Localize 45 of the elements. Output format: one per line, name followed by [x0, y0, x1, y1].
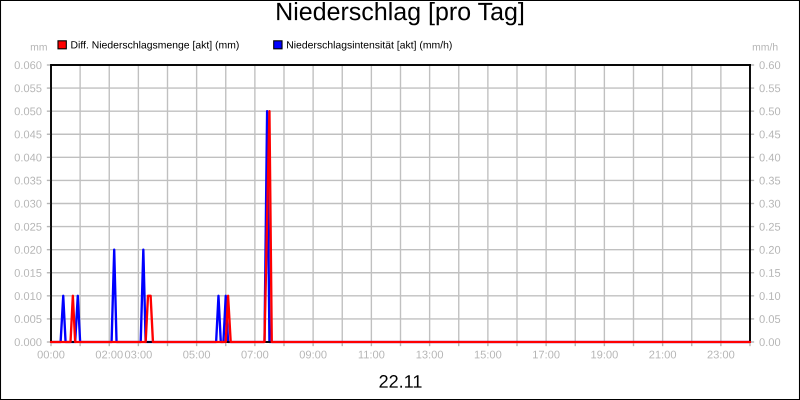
y2-tick-label: 0.50	[759, 107, 780, 116]
y2-tick-label: 0.55	[759, 84, 780, 92]
y-tick-label: 0.050	[14, 107, 42, 116]
y2-tick-label: 0.60	[759, 61, 780, 70]
x-tick-label: 13:00	[416, 350, 444, 358]
x-axis-title: 22.11	[379, 375, 422, 388]
y-tick-label: 0.000	[14, 338, 42, 346]
x-tick-label: 23:00	[708, 350, 734, 358]
y-tick-label: 0.035	[14, 176, 42, 185]
x-tick-label: 19:00	[591, 350, 618, 358]
x-tick-label: 17:00	[533, 350, 560, 358]
y2-tick-label: 0.45	[759, 130, 780, 138]
y2-tick-label: 0.10	[759, 292, 780, 300]
y-tick-label: 0.015	[14, 269, 42, 277]
x-tick-label: 21:00	[649, 350, 676, 358]
y2-tick-label: 0.30	[759, 200, 780, 208]
y-tick-label: 0.010	[14, 292, 42, 300]
x-tick-label: 00:00	[38, 350, 64, 358]
x-tick-label: 07:00	[241, 350, 268, 358]
x-tick-label: 15:00	[474, 350, 502, 358]
y2-tick-label: 0.35	[759, 176, 780, 185]
y-tick-label: 0.005	[14, 315, 42, 324]
y2-tick-label: 0.05	[759, 315, 780, 324]
chart-title: Niederschlag [pro Tag]	[277, 2, 524, 26]
y2-tick-label: 0.25	[759, 222, 780, 231]
x-tick-label: 03:00	[124, 350, 152, 358]
y-tick-label: 0.045	[14, 130, 42, 138]
x-tick-label: 02:00	[96, 350, 123, 358]
legend-label: Diff. Niederschlagsmenge [akt] (mm)	[71, 40, 239, 51]
y2-tick-label: 0.15	[759, 269, 780, 277]
x-tick-label: 11:00	[358, 350, 384, 358]
y-axis-title: mm	[30, 44, 47, 51]
y2-axis-title: mm/h	[752, 42, 778, 51]
y-tick-label: 0.025	[14, 222, 42, 231]
y2-tick-label: 0.40	[759, 154, 780, 162]
y-tick-label: 0.030	[14, 200, 42, 208]
x-tick-label: 05:00	[183, 350, 210, 358]
legend-label: Niederschlagsintensität [akt] (mm/h)	[287, 40, 452, 51]
y2-tick-label: 0.00	[759, 338, 780, 346]
x-tick-label: 09:00	[300, 350, 327, 358]
y-tick-label: 0.060	[14, 61, 42, 70]
y2-tick-label: 0.20	[759, 246, 780, 254]
y-tick-label: 0.020	[14, 246, 42, 254]
y-tick-label: 0.040	[14, 154, 42, 162]
y-tick-label: 0.055	[14, 84, 42, 92]
